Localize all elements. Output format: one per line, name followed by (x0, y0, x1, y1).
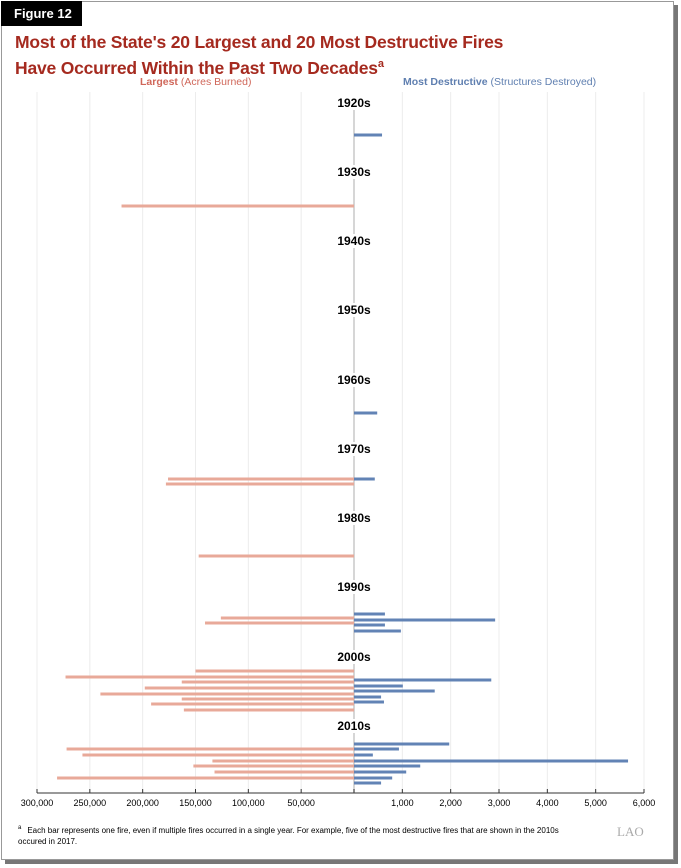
decade-label-background (334, 303, 374, 317)
bar-destructive (354, 133, 383, 137)
x-tick-label: 300,000 (21, 798, 54, 808)
bar-largest (57, 776, 355, 780)
bar-largest (151, 702, 354, 706)
bar-largest (214, 770, 354, 774)
bar-destructive (354, 759, 629, 763)
bar-destructive (354, 753, 373, 757)
bar-destructive (354, 770, 407, 774)
title-line-2: Have Occurred Within the Past Two Decade… (15, 57, 378, 78)
decade-label: 1940s (337, 234, 371, 248)
decade-label-background (334, 234, 374, 248)
title-footnote-mark: a (377, 58, 384, 70)
x-tick-label: 150,000 (179, 798, 212, 808)
bar-largest (205, 621, 354, 625)
x-tick-label: 3,000 (488, 798, 511, 808)
bar-largest (66, 747, 354, 751)
lao-logo: LAO (617, 824, 644, 839)
bar-largest (100, 692, 355, 696)
bar-destructive (354, 689, 435, 693)
decade-label-background (334, 165, 374, 179)
decade-label: 2010s (337, 719, 371, 733)
bar-destructive (354, 411, 378, 415)
x-tick-label: 200,000 (126, 798, 159, 808)
bar-largest (220, 616, 354, 620)
bar-largest (65, 675, 354, 679)
decade-label-background (334, 580, 374, 594)
decade-label: 1960s (337, 373, 371, 387)
decade-label-background (334, 650, 374, 664)
decade-label: 1970s (337, 442, 371, 456)
decade-label: 1980s (337, 511, 371, 525)
bar-destructive (354, 776, 393, 780)
title-line-1: Most of the State's 20 Largest and 20 Mo… (15, 32, 504, 52)
bar-largest (195, 669, 354, 673)
bar-destructive (354, 747, 399, 751)
legend-destructive: Most Destructive (Structures Destroyed) (403, 76, 596, 88)
bar-destructive (354, 623, 385, 627)
x-tick-label: 50,000 (287, 798, 315, 808)
bar-largest (168, 477, 354, 481)
decade-label: 1990s (337, 580, 371, 594)
figure-frame (1, 1, 674, 860)
decade-label: 1950s (337, 303, 371, 317)
footnote-mark: a (18, 825, 22, 831)
figure-label: Figure 12 (1, 1, 82, 26)
decade-label-background (334, 96, 374, 110)
decade-label: 1930s (337, 165, 371, 179)
bar-destructive (354, 629, 401, 633)
decade-label-background (334, 719, 374, 733)
decade-label-background (334, 442, 374, 456)
legend-destructive-bold: Most Destructive (403, 76, 488, 88)
legend-largest-bold: Largest (140, 76, 178, 88)
decade-label: 2000s (337, 650, 371, 664)
bar-largest (181, 680, 354, 684)
chart-title: Most of the State's 20 Largest and 20 Mo… (15, 31, 503, 79)
x-tick-label: 100,000 (232, 798, 265, 808)
bar-destructive (354, 781, 382, 785)
bar-largest (165, 482, 354, 486)
bar-largest (212, 759, 354, 763)
x-tick-label: 250,000 (74, 798, 107, 808)
bar-destructive (354, 477, 375, 481)
bar-largest (193, 764, 354, 768)
x-tick-label: 2,000 (439, 798, 462, 808)
decade-label-background (334, 373, 374, 387)
bar-largest (121, 204, 355, 208)
x-tick-label: 6,000 (633, 798, 656, 808)
legend-largest-rest: (Acres Burned) (180, 76, 252, 88)
legend-destructive-rest: (Structures Destroyed) (490, 76, 597, 88)
decade-label-background (334, 511, 374, 525)
footnote: a Each bar represents one fire, even if m… (18, 823, 578, 847)
bar-destructive (354, 695, 382, 699)
bar-destructive (354, 618, 496, 622)
bar-destructive (354, 742, 450, 746)
bar-destructive (354, 700, 384, 704)
bar-destructive (354, 764, 421, 768)
x-tick-label: 4,000 (536, 798, 559, 808)
bar-destructive (354, 684, 403, 688)
decade-label: 1920s (337, 96, 371, 110)
legend-largest: Largest (Acres Burned) (140, 76, 251, 88)
bar-largest (144, 686, 354, 690)
bar-destructive (354, 678, 492, 682)
bar-largest (181, 697, 354, 701)
bar-largest (183, 708, 354, 712)
footnote-text: Each bar represents one fire, even if mu… (18, 825, 559, 846)
x-tick-label: 1,000 (391, 798, 414, 808)
bar-destructive (354, 612, 385, 616)
x-tick-label: 5,000 (584, 798, 607, 808)
bar-largest (198, 554, 354, 558)
bar-largest (82, 753, 354, 757)
